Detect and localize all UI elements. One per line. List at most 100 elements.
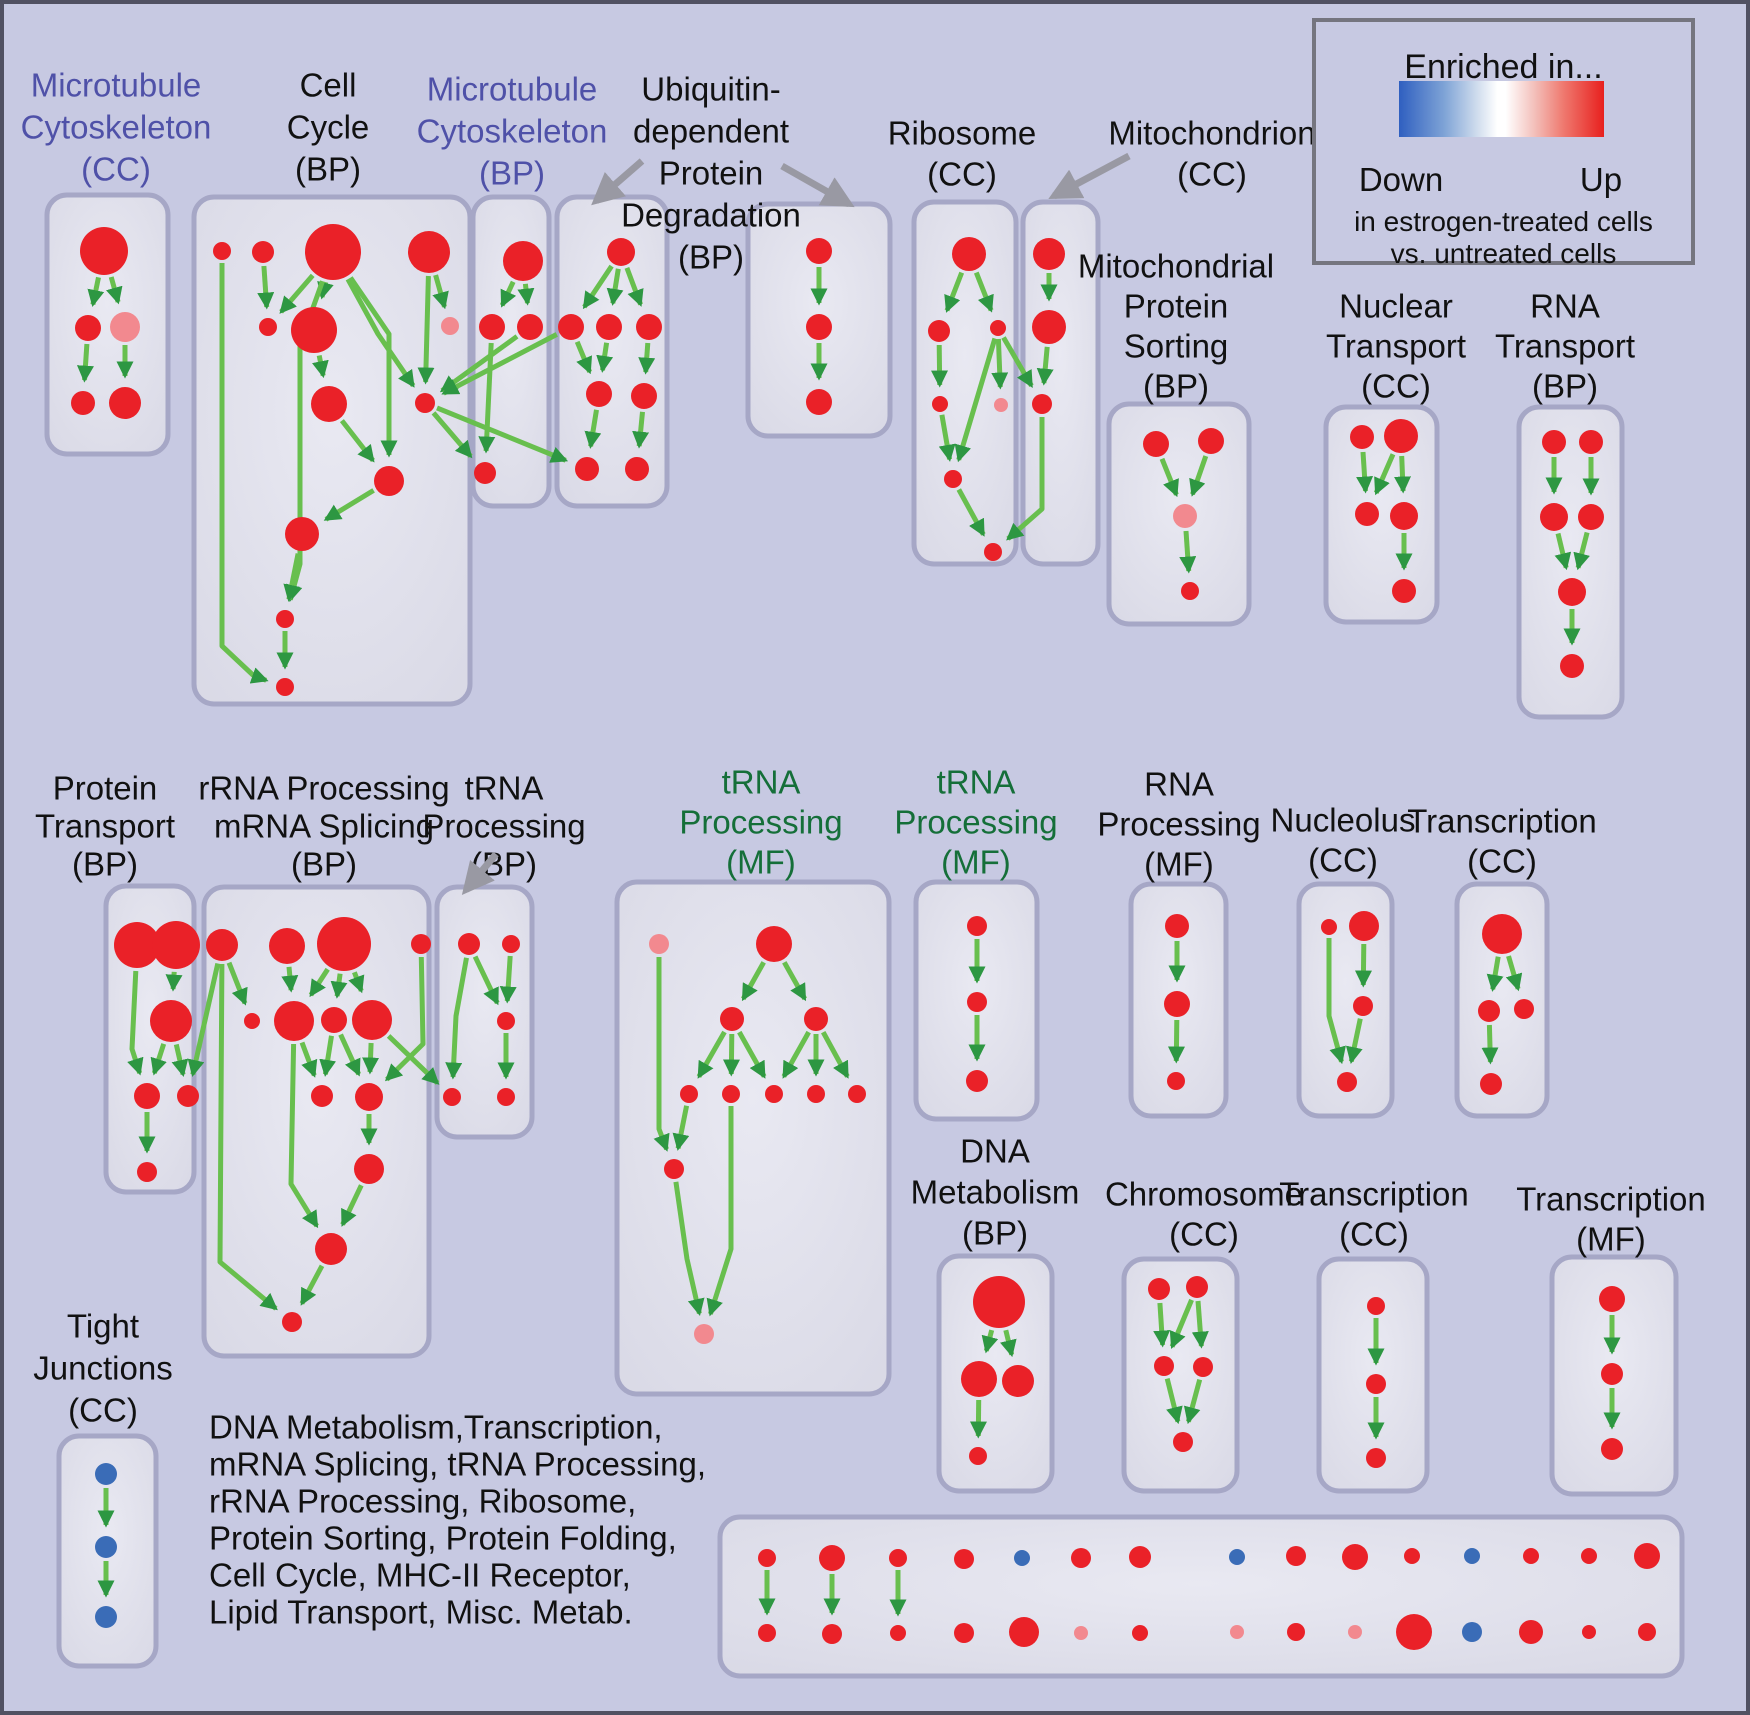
go-term-node-red bbox=[352, 1000, 392, 1040]
go-term-node-red bbox=[1366, 1374, 1386, 1394]
edges-dna-metabolism-bp bbox=[969, 1329, 1017, 1439]
edge-rrna-processing-mrna-splicing-bp bbox=[308, 967, 330, 998]
go-term-node-red bbox=[1384, 419, 1418, 453]
go-term-node-red bbox=[252, 241, 274, 263]
go-term-node-red bbox=[889, 1549, 907, 1567]
cluster-label-mitochondrial-protein-sorting-bp: Sorting bbox=[1124, 328, 1229, 365]
cluster-label-protein-transport-bp: (BP) bbox=[72, 846, 138, 883]
cluster-label-nuclear-transport-cc: Transport bbox=[1326, 328, 1466, 365]
cluster-label-chromosome-cc: (CC) bbox=[1169, 1216, 1239, 1253]
edge-microtubule-cytoskeleton-bp bbox=[499, 280, 517, 308]
cluster-label-cell-cycle-bp: Cell bbox=[300, 67, 357, 104]
go-term-node-red bbox=[680, 1085, 698, 1103]
go-term-node-red bbox=[502, 935, 520, 953]
go-term-node-red bbox=[1480, 1073, 1502, 1095]
go-term-node-red bbox=[1396, 1614, 1432, 1650]
category-box-microtubule-cytoskeleton-bp bbox=[470, 194, 552, 509]
edge-nucleolus-cc bbox=[1345, 1018, 1363, 1064]
cluster-labels: Microtubule Cytoskeleton (CC) Cell Cycle (BP)… bbox=[21, 67, 1706, 1429]
go-term-node-red bbox=[1287, 1623, 1305, 1641]
go-term-node-red bbox=[954, 1623, 974, 1643]
edge-microtubule-cytoskeleton-cc bbox=[76, 343, 94, 383]
edge-mitochondrial-protein-sorting-bp bbox=[1189, 455, 1209, 497]
rrna-to-protein-transport bbox=[187, 962, 221, 1077]
edge-rrna-processing-mrna-splicing-bp bbox=[338, 1033, 361, 1077]
go-term-node-red bbox=[1321, 919, 1337, 935]
cluster-label-mitochondrial-protein-sorting-bp: Protein bbox=[1124, 288, 1229, 325]
cluster-label-rna-processing-mf: RNA bbox=[1144, 766, 1214, 803]
cross-cluster-edges bbox=[187, 332, 1045, 1085]
go-term-node-red bbox=[1032, 310, 1066, 344]
cluster-label-rna-transport-bp: RNA bbox=[1530, 288, 1600, 325]
edge-trna-processing-mf-large bbox=[706, 1106, 734, 1317]
go-term-node-red bbox=[967, 916, 987, 936]
edges-nucleolus-cc bbox=[1326, 938, 1372, 1065]
edge-mitochondrion-cc bbox=[1036, 346, 1054, 386]
edge-trna-processing-mf-large bbox=[741, 961, 766, 1002]
nodes-protein-transport-bp bbox=[114, 921, 200, 1182]
cluster-label-mitochondrion-cc: Mitochondrion bbox=[1108, 115, 1315, 152]
go-term-node-red bbox=[807, 1085, 825, 1103]
edges-microtubule-cytoskeleton-cc bbox=[76, 276, 134, 383]
go-term-node-red bbox=[1009, 1617, 1039, 1647]
edge-microtubule-cytoskeleton-bp bbox=[517, 283, 535, 306]
go-term-node-red bbox=[1478, 1000, 1500, 1022]
edge-cell-cycle-bp bbox=[317, 280, 334, 300]
cluster-label-ubiquitin-dependent-protein-degradation-bp: Protein bbox=[659, 155, 764, 192]
go-term-node-red bbox=[1154, 1356, 1174, 1376]
edge-rrna-processing-mrna-splicing-bp bbox=[217, 963, 278, 1311]
go-term-node-pink bbox=[1173, 504, 1197, 528]
cluster-label-rna-transport-bp: Transport bbox=[1495, 328, 1635, 365]
go-term-node-red bbox=[575, 457, 599, 481]
edge-rrna-processing-mrna-splicing-bp bbox=[299, 1041, 318, 1078]
go-term-node-red bbox=[1482, 914, 1522, 954]
go-term-node-red bbox=[114, 922, 160, 968]
edge-nuclear-transport-cc bbox=[1356, 451, 1374, 494]
edge-cell-cycle-bp bbox=[345, 277, 416, 388]
go-term-node-red bbox=[311, 386, 347, 422]
go-term-node-red bbox=[1032, 394, 1052, 414]
misc-categories-note-line: DNA Metabolism,Transcription, bbox=[209, 1409, 663, 1446]
go-term-node-red bbox=[765, 1085, 783, 1103]
cluster-label-tight-junctions-cc: Tight bbox=[67, 1308, 139, 1345]
edge-trna-processing-mf-large bbox=[782, 961, 807, 1002]
cluster-label-rrna-processing-mrna-splicing-bp: mRNA Splicing bbox=[214, 808, 434, 845]
edge-ribosome-cc bbox=[944, 271, 965, 313]
edge-mitochondrial-protein-sorting-bp bbox=[1159, 457, 1179, 498]
go-term-node-red bbox=[984, 543, 1002, 561]
rrna-to-trna-bp bbox=[386, 1034, 440, 1085]
cluster-label-rrna-processing-mrna-splicing-bp: rRNA Processing bbox=[198, 770, 449, 807]
go-term-node-blue bbox=[1229, 1549, 1245, 1565]
edges-ubiquitin-dependent-protein-degradation-bp bbox=[574, 264, 828, 449]
go-term-node-red bbox=[1514, 999, 1534, 1019]
mitochondrion-pointer-arrow-icon bbox=[1048, 152, 1131, 200]
nodes-rna-transport-bp bbox=[1540, 430, 1604, 678]
nodes-mitochondrial-protein-sorting-bp bbox=[1143, 428, 1224, 600]
cluster-label-trna-processing-mf-large: Processing bbox=[679, 804, 842, 841]
go-term-node-red bbox=[443, 1088, 461, 1106]
go-term-node-red bbox=[722, 1085, 740, 1103]
edges-microtubule-cytoskeleton-bp bbox=[478, 280, 535, 454]
cluster-label-rna-transport-bp: (BP) bbox=[1532, 368, 1598, 405]
go-term-node-red bbox=[244, 1013, 260, 1029]
cluster-label-nuclear-transport-cc: Nuclear bbox=[1339, 288, 1453, 325]
legend-subtitle-2: vs. untreated cells bbox=[1390, 238, 1617, 269]
cluster-label-ubiquitin-dependent-protein-degradation-bp: Degradation bbox=[621, 197, 801, 234]
edge-nuclear-transport-cc bbox=[1394, 455, 1412, 494]
go-term-node-red bbox=[206, 929, 238, 961]
edge-rrna-processing-mrna-splicing-bp bbox=[319, 1035, 337, 1077]
misc-categories-note-line: mRNA Splicing, tRNA Processing, bbox=[209, 1446, 706, 1483]
nodes bbox=[71, 224, 1660, 1650]
go-term-node-red bbox=[355, 1083, 383, 1111]
edge-protein-transport-bp bbox=[127, 970, 144, 1076]
edge-ubiquitin-dependent-protein-degradation-bp bbox=[638, 342, 656, 375]
go-term-node-red bbox=[1634, 1543, 1660, 1569]
cluster-label-ubiquitin-dependent-protein-degradation-bp: Ubiquitin- bbox=[641, 71, 780, 108]
edge-ribosome-cc bbox=[938, 414, 956, 462]
cluster-label-nucleolus-cc: (CC) bbox=[1308, 842, 1378, 879]
go-term-node-red bbox=[966, 1070, 988, 1092]
edge-ribosome-cc bbox=[973, 271, 994, 313]
go-term-node-red bbox=[276, 678, 294, 696]
go-term-node-red bbox=[517, 314, 543, 340]
edge-rrna-processing-mrna-splicing-bp bbox=[362, 1042, 380, 1075]
